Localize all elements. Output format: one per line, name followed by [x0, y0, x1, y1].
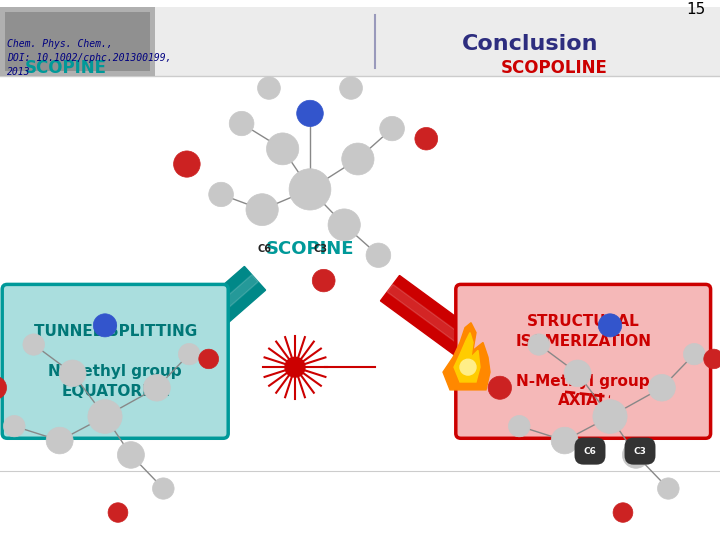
Circle shape	[551, 427, 578, 454]
Circle shape	[179, 343, 200, 365]
Text: C6: C6	[584, 447, 596, 456]
Circle shape	[328, 209, 360, 241]
Circle shape	[23, 334, 45, 355]
Text: SCOPOLINE: SCOPOLINE	[500, 59, 607, 77]
Circle shape	[622, 442, 649, 468]
Circle shape	[153, 478, 174, 499]
Text: Chem. Phys. Chem.,
DOI: 10.1002/cphc.201300199,
2013: Chem. Phys. Chem., DOI: 10.1002/cphc.201…	[7, 39, 171, 77]
Circle shape	[297, 100, 323, 126]
Circle shape	[593, 400, 627, 434]
Circle shape	[199, 349, 219, 369]
Circle shape	[598, 314, 621, 337]
Circle shape	[703, 349, 720, 369]
Circle shape	[342, 143, 374, 175]
Circle shape	[59, 360, 86, 387]
Circle shape	[143, 374, 171, 401]
Polygon shape	[387, 285, 508, 376]
Circle shape	[657, 478, 679, 499]
Circle shape	[209, 183, 233, 207]
Circle shape	[258, 77, 280, 99]
Text: C3: C3	[634, 447, 647, 456]
Bar	[0, 6, 155, 76]
Circle shape	[0, 376, 6, 399]
Text: SCOPINE: SCOPINE	[266, 240, 354, 258]
Circle shape	[94, 314, 117, 337]
Text: TUNNEL SPLITTING

N-Methyl group
EQUATORIAL: TUNNEL SPLITTING N-Methyl group EQUATORI…	[34, 324, 197, 399]
Circle shape	[229, 111, 254, 136]
Polygon shape	[454, 333, 480, 382]
Text: C3: C3	[313, 244, 327, 254]
Polygon shape	[443, 323, 490, 390]
Circle shape	[108, 503, 128, 522]
FancyBboxPatch shape	[2, 285, 228, 438]
Text: Conclusion: Conclusion	[462, 34, 598, 54]
Circle shape	[648, 374, 675, 401]
Polygon shape	[159, 275, 258, 363]
Circle shape	[312, 269, 335, 292]
Polygon shape	[380, 275, 545, 402]
Circle shape	[508, 415, 530, 437]
Text: C6: C6	[584, 447, 596, 456]
Polygon shape	[125, 266, 266, 392]
Text: STRUCTURAL
ISOMERIZATION

N-Methyl group
AXIAL: STRUCTURAL ISOMERIZATION N-Methyl group …	[516, 314, 651, 408]
Circle shape	[266, 133, 299, 165]
Circle shape	[174, 151, 200, 177]
Circle shape	[613, 503, 633, 522]
Text: SCOPINE: SCOPINE	[25, 59, 107, 77]
Circle shape	[117, 442, 145, 468]
Text: C6: C6	[258, 244, 272, 254]
Circle shape	[46, 427, 73, 454]
Text: 15: 15	[686, 2, 706, 17]
Circle shape	[683, 343, 705, 365]
Circle shape	[88, 400, 122, 434]
Text: C3: C3	[634, 447, 647, 456]
Circle shape	[289, 169, 331, 210]
FancyBboxPatch shape	[456, 285, 711, 438]
Circle shape	[488, 376, 511, 399]
Circle shape	[285, 357, 305, 377]
Bar	[0, 6, 720, 76]
Circle shape	[4, 415, 25, 437]
Circle shape	[340, 77, 362, 99]
Circle shape	[415, 127, 438, 150]
Circle shape	[528, 334, 549, 355]
Circle shape	[366, 243, 391, 267]
Circle shape	[564, 360, 591, 387]
Bar	[5, 12, 150, 71]
Circle shape	[460, 359, 476, 375]
Circle shape	[246, 194, 278, 226]
Circle shape	[379, 117, 405, 141]
